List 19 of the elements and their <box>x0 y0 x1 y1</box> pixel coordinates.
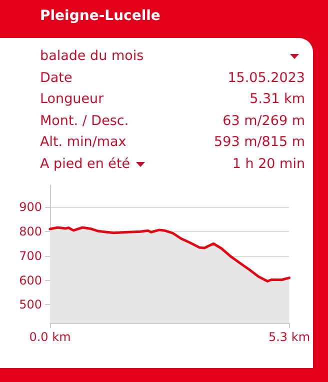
y-tick-label: 500 <box>19 298 42 312</box>
y-tick-label: 700 <box>19 248 42 263</box>
text: Pleigne-Lucelle <box>40 8 160 24</box>
text: 5.31 km <box>250 90 305 110</box>
text: balade du mois <box>40 47 144 66</box>
text: Alt. min/max <box>40 133 126 152</box>
text: 15.05.2023 <box>228 68 305 88</box>
y-tick-label: 900 <box>19 200 42 214</box>
text: 1 h 20 min <box>232 154 305 174</box>
text: 63 m/269 m <box>222 112 305 131</box>
text: Date <box>40 68 72 88</box>
text: Mont. / Desc. <box>40 112 129 131</box>
x-tick-label: 0.0 km <box>29 330 71 344</box>
text: A pied en été <box>40 154 132 174</box>
text: 593 m/815 m <box>214 133 305 152</box>
text: Longueur <box>40 90 104 110</box>
y-tick-label: 600 <box>19 273 42 288</box>
x-tick-label: 5.3 km <box>268 330 310 344</box>
y-tick-label: 800 <box>19 224 42 238</box>
